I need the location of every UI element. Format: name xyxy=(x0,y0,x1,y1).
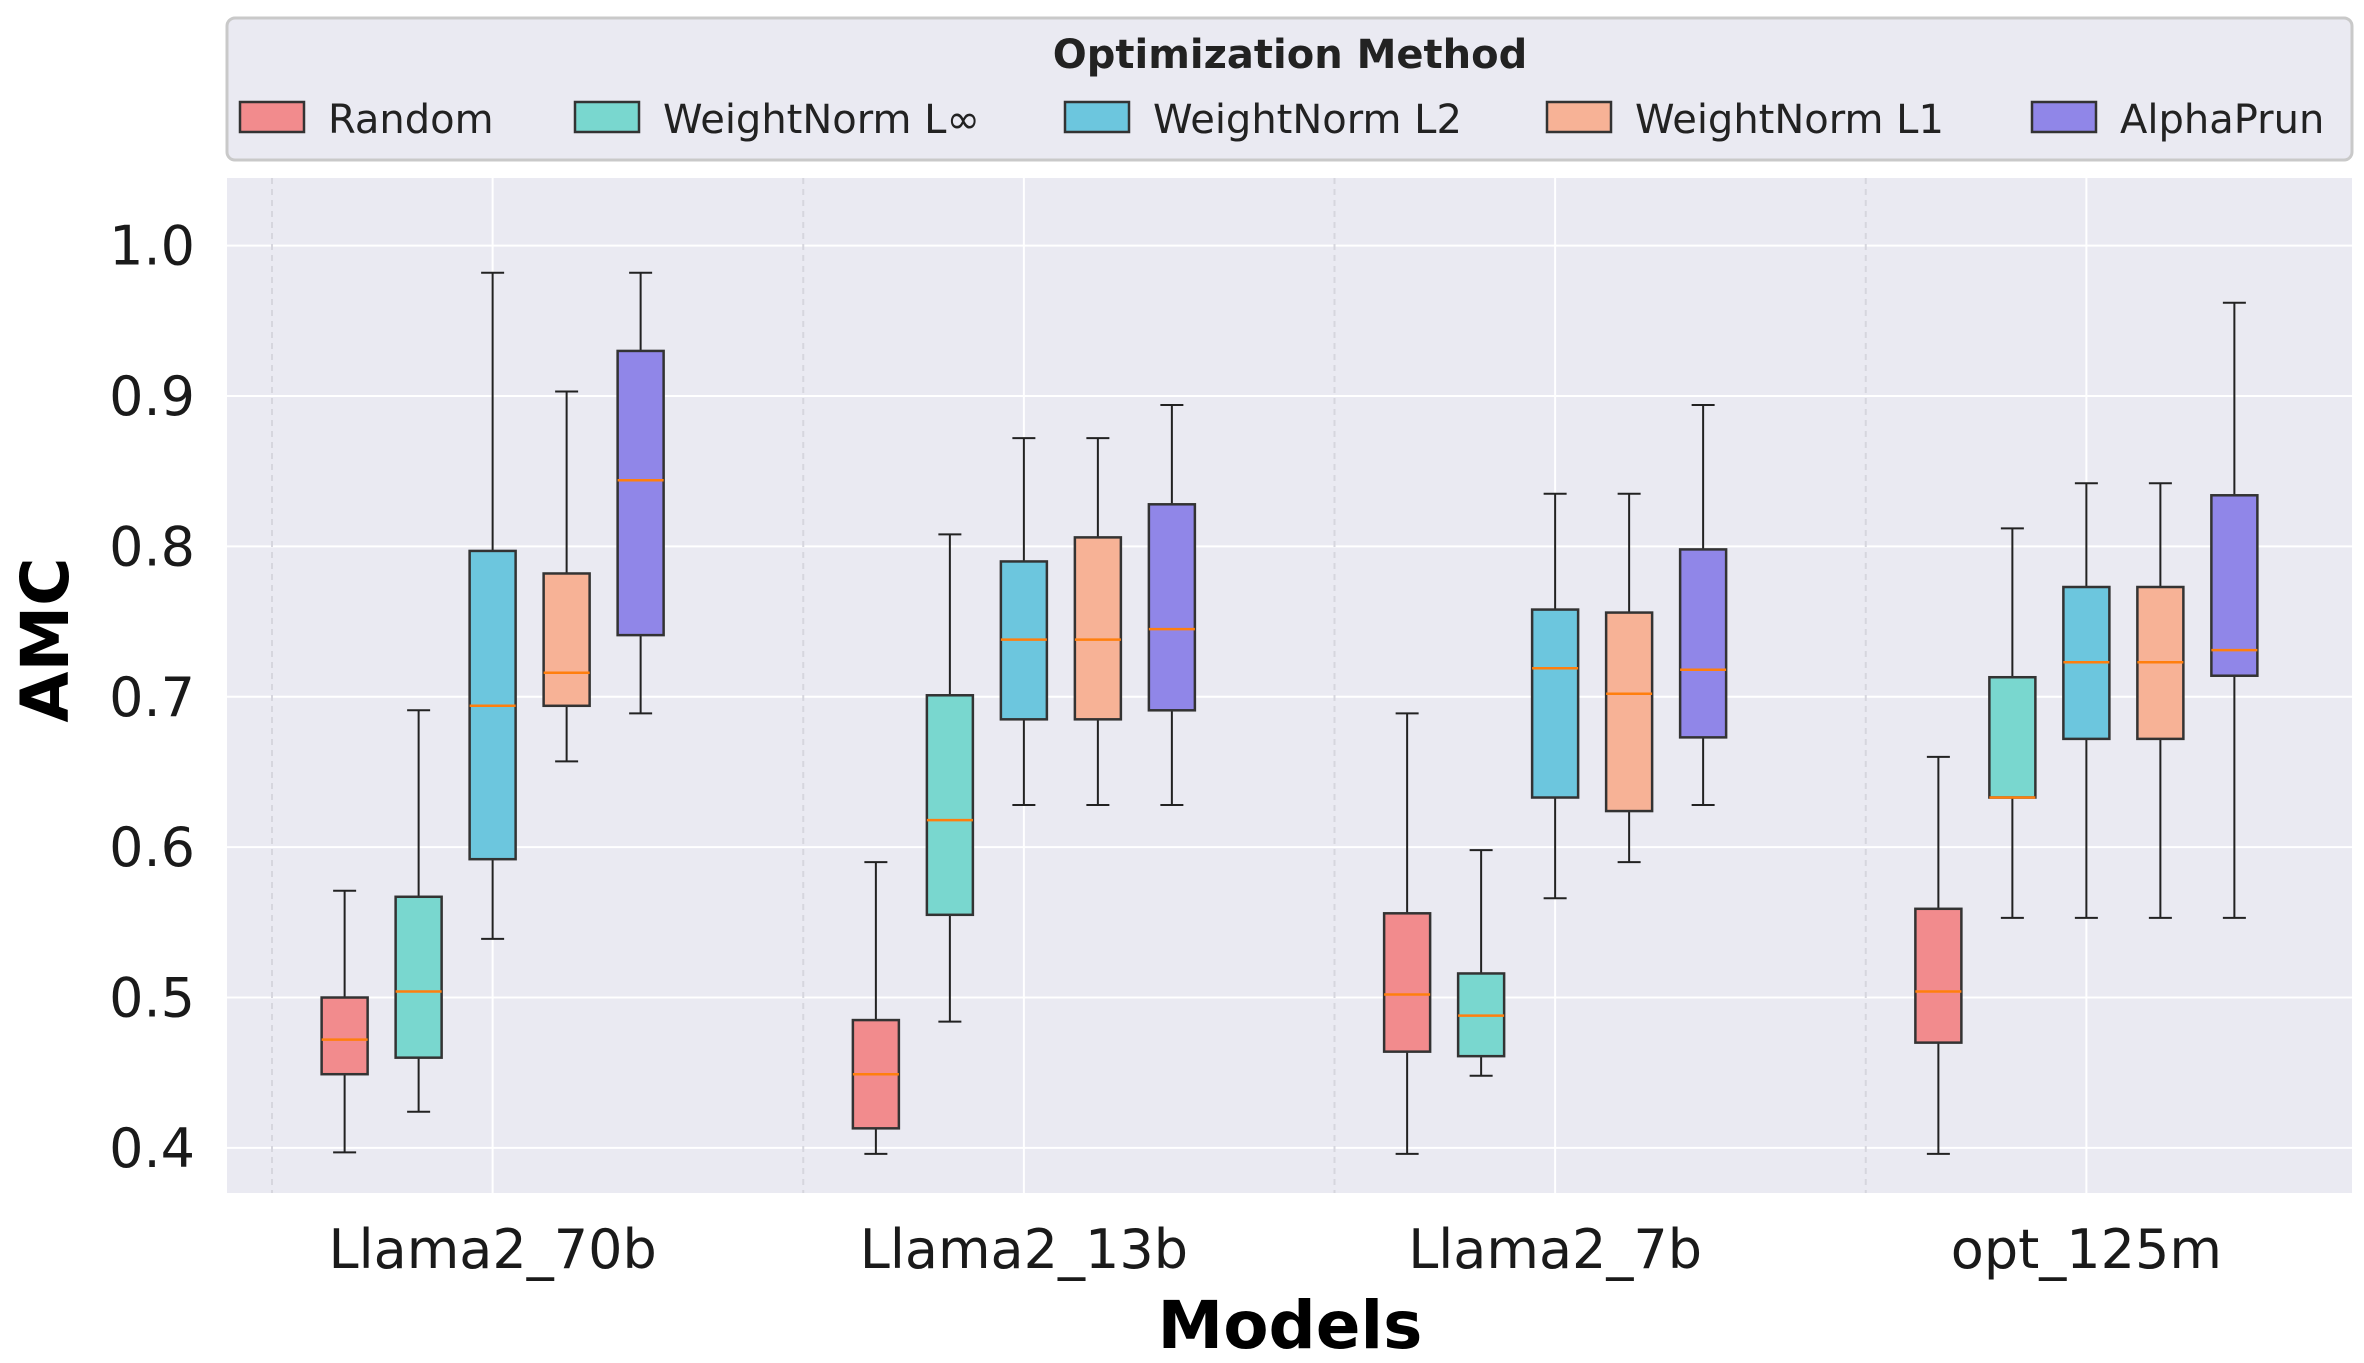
legend-swatch xyxy=(2030,100,2098,134)
legend-item: WeightNorm L1 xyxy=(1545,97,1944,143)
legend-swatch xyxy=(1545,100,1613,134)
box-plot xyxy=(1988,527,2037,919)
box-plot xyxy=(925,533,975,1023)
y-axis-label: AMC xyxy=(7,557,84,722)
y-tick-label: 0.5 xyxy=(109,967,195,1030)
box xyxy=(320,996,369,1076)
box-plot xyxy=(468,271,517,940)
box-plots xyxy=(320,271,2259,1155)
y-tick-label: 1.0 xyxy=(109,215,195,278)
box xyxy=(1073,536,1123,721)
legend-label: Random xyxy=(328,97,494,143)
legend-swatch xyxy=(238,100,306,134)
legend-label: WeightNorm L2 xyxy=(1153,97,1462,143)
box-plot xyxy=(1456,849,1506,1077)
legend-title: Optimization Method xyxy=(1053,32,1528,78)
y-tick-label: 0.8 xyxy=(109,515,195,578)
y-tick-label: 0.6 xyxy=(109,816,195,879)
y-tick-labels: 0.4 0.5 0.6 0.7 0.8 0.9 1.0 xyxy=(109,215,195,1180)
box-plot xyxy=(1382,712,1432,1155)
legend-label: WeightNorm L1 xyxy=(1635,97,1944,143)
box-plot xyxy=(1073,437,1123,807)
box-plot xyxy=(1530,492,1580,900)
box xyxy=(1678,548,1728,739)
box-plot xyxy=(394,709,443,1113)
box-plot xyxy=(999,437,1049,807)
legend-item: WeightNorm L∞ xyxy=(573,97,980,143)
legend-item: WeightNorm L2 xyxy=(1063,97,1462,143)
x-axis-label: Models xyxy=(1158,1287,1423,1363)
box xyxy=(542,572,591,708)
x-tick-label: Llama2_70b xyxy=(329,1218,657,1281)
y-tick-label: 0.9 xyxy=(109,365,195,428)
x-tick-labels: Llama2_70b Llama2_13b Llama2_7b opt_125m xyxy=(329,1218,2222,1281)
box-plot xyxy=(2062,482,2111,919)
legend-frame xyxy=(225,16,2354,162)
box-plot xyxy=(851,861,901,1155)
box-plot xyxy=(1604,492,1654,864)
legend-item: AlphaPrun xyxy=(2030,97,2324,143)
box xyxy=(925,694,975,917)
box xyxy=(394,895,443,1059)
legend-item: Random xyxy=(238,97,494,143)
legend: Optimization Method Random WeightNorm L∞ W… xyxy=(225,16,2354,162)
box-plot xyxy=(616,271,665,715)
box xyxy=(1914,907,1963,1044)
box-plot xyxy=(1914,755,1963,1155)
box xyxy=(2210,494,2259,677)
box xyxy=(1988,675,2037,799)
box-plot xyxy=(1147,404,1197,807)
box-plot xyxy=(2210,301,2259,919)
box-plot xyxy=(542,390,591,763)
box-plot xyxy=(320,889,369,1154)
y-tick-label: 0.4 xyxy=(109,1117,195,1180)
legend-label: WeightNorm L∞ xyxy=(663,97,980,143)
legend-label: AlphaPrun xyxy=(2120,97,2324,143)
y-tick-label: 0.7 xyxy=(109,666,195,729)
box xyxy=(1382,912,1432,1053)
x-tick-label: Llama2_13b xyxy=(860,1218,1188,1281)
box xyxy=(616,349,665,637)
box-plot xyxy=(2136,482,2185,919)
x-tick-label: Llama2_7b xyxy=(1408,1218,1702,1281)
box-plot xyxy=(1678,404,1728,807)
box xyxy=(1604,611,1654,813)
legend-swatch xyxy=(1063,100,1131,134)
box xyxy=(1147,503,1197,712)
x-tick-label: opt_125m xyxy=(1951,1218,2222,1281)
legend-swatch xyxy=(573,100,641,134)
box xyxy=(1530,608,1580,799)
